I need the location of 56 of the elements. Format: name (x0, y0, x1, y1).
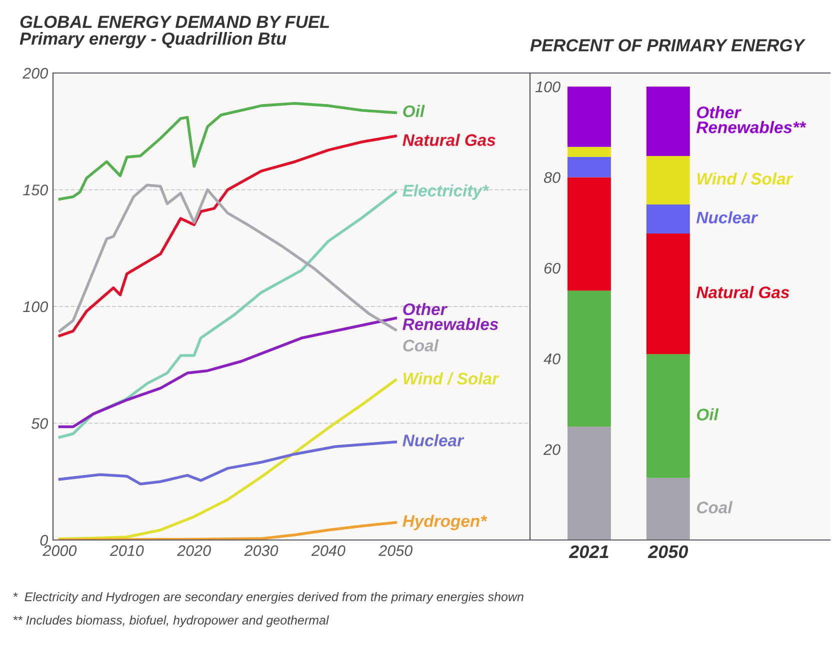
bar (568, 156, 611, 178)
y-tick-label: 100 (23, 301, 48, 312)
text: * Electricity and Hydrogen are secondary energies derived from the primary energies shown (13, 592, 524, 604)
y-tick-label: 50 (31, 418, 48, 429)
bar (646, 478, 690, 540)
bar (646, 86, 690, 156)
series-label: Other Renewables** (696, 106, 806, 134)
series-label: Oil (697, 408, 719, 420)
series-label: Natural Gas (402, 134, 496, 146)
text: ** Includes biomass, biofuel, hydropower and geothermal (13, 615, 330, 628)
bar (568, 426, 611, 540)
series-label: Nuclear (402, 434, 464, 446)
chart-title: GLOBAL ENERGY DEMAND BY FUEL (20, 16, 330, 28)
series-label: Oil (403, 104, 425, 118)
line-series (58, 102, 398, 200)
bar (646, 234, 690, 354)
series-label: Coal (403, 339, 439, 352)
series-label: Other Renewables (402, 302, 498, 330)
y-tick-label: 200 (22, 68, 48, 79)
bar (568, 146, 611, 157)
x-tick-label: 2021 (568, 545, 608, 558)
line-series (58, 440, 398, 486)
x-tick-label: 2020 (177, 545, 211, 556)
series-label: Electricity* (402, 184, 490, 200)
bar (646, 204, 690, 234)
x-tick-label: 2050 (378, 545, 412, 556)
x-tick-label: 2010 (110, 545, 144, 556)
bar (568, 290, 611, 427)
chart-title: PERCENT OF PRIMARY ENERGY (530, 39, 806, 52)
line-series (58, 316, 398, 428)
y-tick-label: 0 (40, 534, 48, 546)
x-tick-label: 2000 (42, 545, 77, 556)
bar (646, 156, 690, 204)
bar (568, 177, 611, 291)
y-tick-label: 80 (544, 172, 560, 183)
x-tick-label: 2050 (648, 545, 688, 558)
series-label: Nuclear (696, 211, 758, 224)
bar (568, 86, 611, 147)
series-label: Hydrogen* (402, 514, 488, 530)
series-label: Wind / Solar (697, 172, 794, 185)
y-tick-label: 100 (535, 81, 560, 92)
series-label: Natural Gas (696, 286, 790, 298)
line-series (58, 378, 398, 540)
line-series (58, 134, 398, 338)
y-tick-label: 150 (23, 184, 48, 196)
line-series (58, 521, 398, 540)
y-tick-label: 20 (543, 444, 560, 456)
y-tick-label: 60 (544, 262, 560, 274)
series-label: Coal (697, 501, 733, 514)
chart-subtitle: Primary energy - Quadrillion Btu (20, 32, 286, 48)
x-tick-label: 2030 (244, 545, 278, 556)
x-tick-label: 2040 (311, 545, 346, 556)
bar (646, 354, 690, 478)
y-tick-label: 40 (544, 354, 560, 364)
line-series (58, 184, 398, 332)
series-label: Wind / Solar (404, 372, 500, 385)
